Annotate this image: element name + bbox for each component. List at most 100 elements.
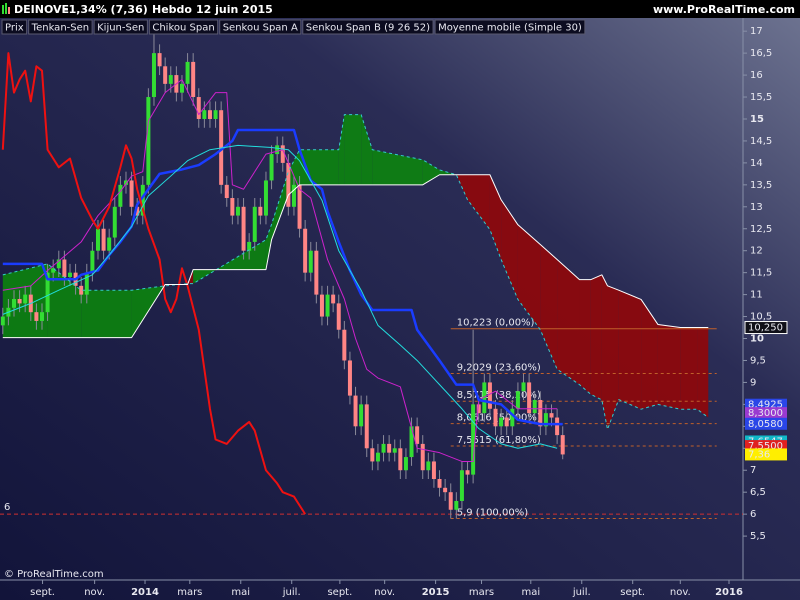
candle-body xyxy=(269,154,274,181)
y-tick-label: 9 xyxy=(750,377,756,388)
x-tick-label: sept. xyxy=(620,587,645,598)
cloud-fill xyxy=(657,324,681,410)
legend-box xyxy=(1,19,28,35)
candle-body xyxy=(51,268,56,273)
cloud-fill xyxy=(422,159,440,185)
cloud-fill xyxy=(579,279,591,395)
candle-body xyxy=(392,448,397,453)
y-tick-label: 14,5 xyxy=(750,136,772,147)
cloud-fill xyxy=(540,244,558,370)
candle-body xyxy=(163,66,168,84)
candle-body xyxy=(342,329,347,361)
candle-body xyxy=(454,500,459,510)
candle-body xyxy=(79,285,84,295)
y-tick-label: 12,5 xyxy=(750,224,772,235)
y-tick-label: 15,5 xyxy=(750,92,772,103)
series-line xyxy=(2,78,558,462)
candle-body xyxy=(224,184,229,199)
candle-body xyxy=(499,417,504,427)
x-tick-label: 2014 xyxy=(131,587,159,598)
footer: © ProRealTime.com xyxy=(4,569,104,580)
x-tick-label: nov. xyxy=(374,587,395,598)
candle-body xyxy=(465,470,470,475)
legend-box xyxy=(302,19,434,35)
cloud-fill xyxy=(680,327,698,410)
legend-entry: Senkou Span A xyxy=(223,23,298,34)
y-tick-label: 17 xyxy=(750,26,763,37)
legend-entry: Moyenne mobile (Simple 30) xyxy=(438,23,582,34)
fib-label: 8,5715 (38,20%) xyxy=(457,390,541,401)
axes: 5,566,577,588,599,51010,51111,51212,5131… xyxy=(30,26,788,598)
price-tag-label: 10,250 xyxy=(748,323,783,334)
candle-body xyxy=(555,417,560,436)
period: Hebdo xyxy=(152,3,192,16)
candle-body xyxy=(34,312,39,321)
candle-body xyxy=(420,443,425,471)
candle-body xyxy=(241,206,246,251)
candle-body xyxy=(426,461,431,471)
date: 12 juin 2015 xyxy=(196,3,273,16)
candle-body xyxy=(247,241,252,251)
x-tick-label: mars xyxy=(469,587,494,598)
price-tag-label: 8,3000 xyxy=(748,408,783,419)
legend-entry: Prix xyxy=(5,23,24,34)
price-tag xyxy=(745,407,787,420)
legend-box xyxy=(434,19,586,35)
candle-body xyxy=(56,259,61,269)
cloud-fill xyxy=(607,285,619,430)
x-tick-label: 2015 xyxy=(422,587,450,598)
candle-body xyxy=(112,206,117,238)
cloud-fill xyxy=(489,174,502,260)
candle-body xyxy=(325,294,330,317)
series-line xyxy=(1,52,306,515)
legend-entry: Chikou Span xyxy=(152,23,214,34)
cloud-fill xyxy=(618,290,642,410)
price-tag-label: 8,4925 xyxy=(748,400,783,411)
price-tag-label: 8,0580 xyxy=(748,419,783,430)
candle-body xyxy=(431,461,436,480)
candle-body xyxy=(476,404,481,414)
y-tick-label: 7 xyxy=(750,465,756,476)
candle-body xyxy=(286,162,291,207)
candle-body xyxy=(560,435,565,455)
y-tick-label: 11,5 xyxy=(750,268,772,279)
fib-label: 5,9 (100,00%) xyxy=(457,508,528,519)
y-tick-label: 10 xyxy=(750,334,764,345)
candle-body xyxy=(17,299,22,304)
price-tag-label: 7,36 xyxy=(748,449,770,460)
candle-body xyxy=(23,294,28,304)
series-line xyxy=(2,114,709,430)
cloud-fill xyxy=(338,114,345,185)
x-tick-label: mai xyxy=(231,587,250,598)
candle-body xyxy=(314,250,319,295)
y-tick-label: 10,5 xyxy=(750,312,772,323)
candle-body xyxy=(129,180,134,207)
candle-body xyxy=(62,259,67,278)
cloud-fill xyxy=(81,290,132,338)
candle-body xyxy=(493,408,498,427)
x-tick-label: mai xyxy=(521,587,540,598)
candle-body xyxy=(235,206,240,216)
x-tick-label: mars xyxy=(177,587,202,598)
candle-body xyxy=(308,250,313,273)
x-tick-label: juil. xyxy=(282,587,301,598)
level-label: 6 xyxy=(4,502,10,513)
candle-body xyxy=(319,294,324,317)
candle-body xyxy=(196,97,201,119)
logo-icon xyxy=(2,3,10,14)
candle-body xyxy=(504,417,509,427)
legend-box xyxy=(28,19,93,35)
candle-body xyxy=(67,272,72,278)
legend-box xyxy=(93,19,148,35)
cloud-fill xyxy=(601,274,608,430)
candle-body xyxy=(151,53,156,98)
cloud-fill xyxy=(697,327,709,418)
candle-body xyxy=(549,413,554,418)
legend-box xyxy=(148,19,219,35)
legend-box xyxy=(219,19,302,35)
x-tick-label: juil. xyxy=(572,587,591,598)
y-tick-label: 9,5 xyxy=(750,355,766,366)
x-tick-label: nov. xyxy=(670,587,691,598)
